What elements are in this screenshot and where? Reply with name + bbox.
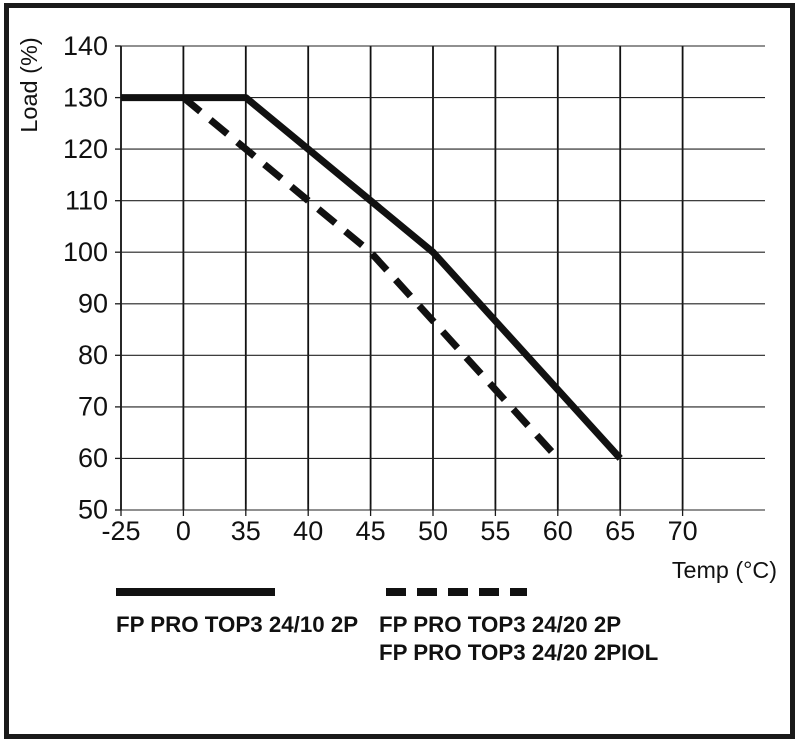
svg-text:Load (%): Load (%): [16, 37, 42, 132]
svg-text:65: 65: [605, 516, 635, 546]
svg-text:-25: -25: [101, 516, 140, 546]
svg-text:35: 35: [231, 516, 261, 546]
svg-text:0: 0: [176, 516, 191, 546]
svg-text:110: 110: [65, 186, 108, 216]
svg-text:70: 70: [78, 392, 108, 422]
svg-text:40: 40: [293, 516, 323, 546]
svg-text:120: 120: [63, 134, 108, 164]
svg-text:80: 80: [78, 340, 108, 370]
svg-text:140: 140: [63, 31, 108, 61]
svg-text:130: 130: [63, 83, 108, 113]
svg-text:FP PRO TOP3 24/10 2P: FP PRO TOP3 24/10 2P: [116, 612, 358, 637]
svg-text:55: 55: [480, 516, 510, 546]
svg-text:FP PRO TOP3 24/20 2P: FP PRO TOP3 24/20 2P: [379, 612, 621, 637]
svg-text:50: 50: [418, 516, 448, 546]
svg-text:90: 90: [78, 289, 108, 319]
svg-text:FP PRO TOP3 24/20 2PIOL: FP PRO TOP3 24/20 2PIOL: [379, 640, 658, 665]
svg-text:45: 45: [356, 516, 386, 546]
svg-text:60: 60: [543, 516, 573, 546]
svg-text:60: 60: [78, 443, 108, 473]
svg-text:100: 100: [63, 237, 108, 267]
svg-text:Temp (°C): Temp (°C): [672, 557, 777, 583]
svg-text:70: 70: [668, 516, 698, 546]
